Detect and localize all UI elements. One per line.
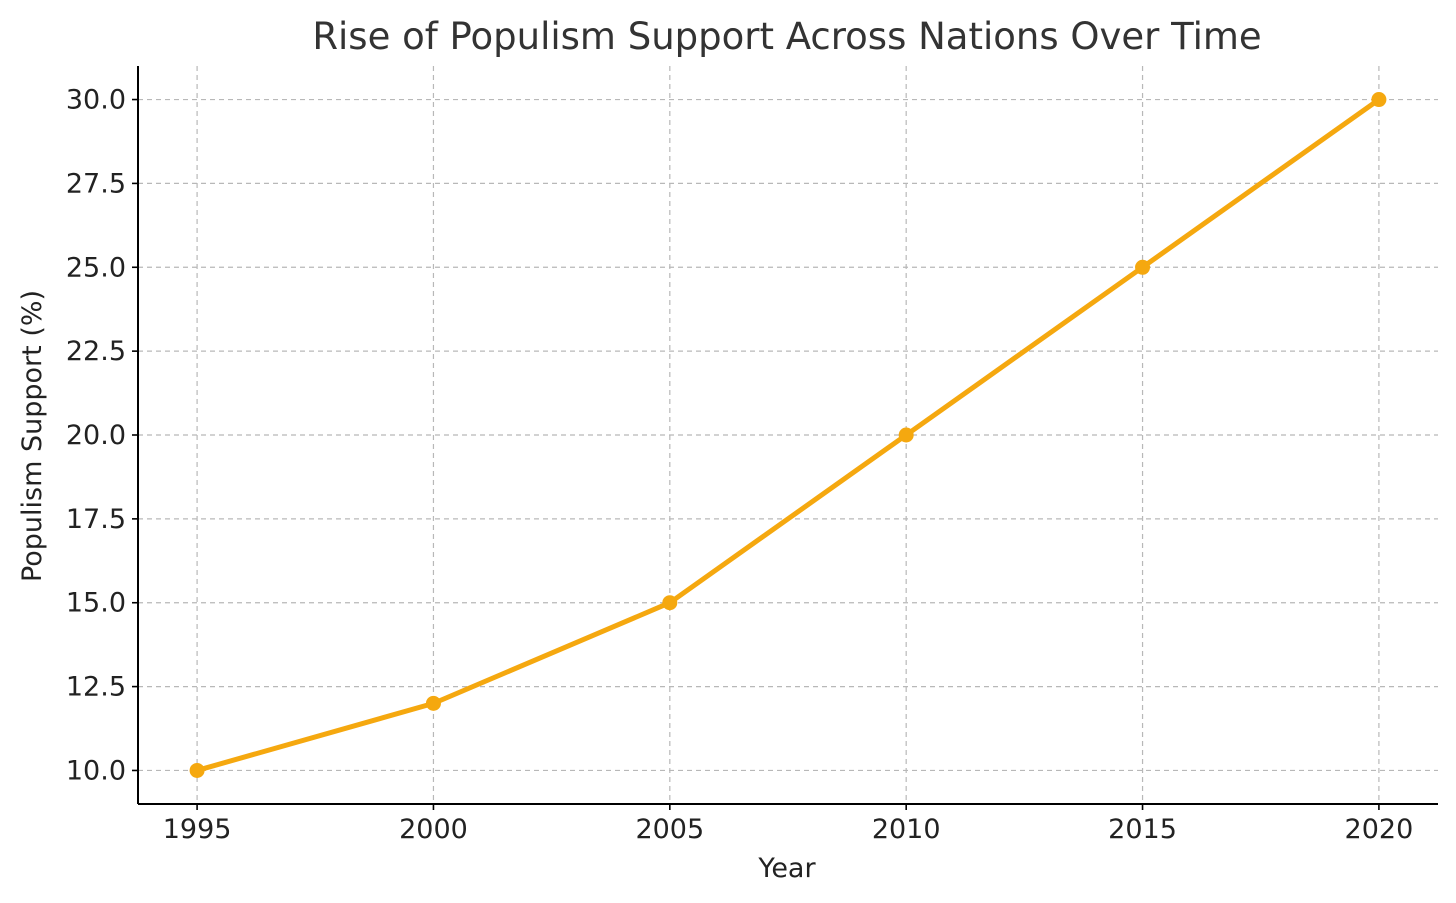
data-point: [1135, 259, 1151, 275]
data-point: [189, 762, 205, 778]
x-axis-ticks: 1995 2000 2005 2010 2015 2020: [163, 804, 1414, 845]
series-line: [194, 97, 1382, 773]
y-tick-label: 12.5: [66, 672, 126, 703]
data-point: [425, 695, 441, 711]
x-tick-label: 2020: [1345, 814, 1414, 845]
y-tick-label: 30.0: [66, 85, 126, 116]
y-tick-label: 10.0: [66, 755, 126, 786]
y-axis-label: Populism Support (%): [17, 290, 48, 582]
x-tick-label: 2010: [872, 814, 941, 845]
y-axis-ticks: 10.0 12.5 15.0 17.5 20.0 22.5 25.0 27.5 30.0: [66, 85, 138, 786]
data-point: [898, 427, 914, 443]
grid: [138, 66, 1438, 804]
x-tick-label: 1995: [163, 814, 232, 845]
y-tick-label: 25.0: [66, 252, 126, 283]
data-point: [1371, 92, 1387, 108]
series-group: [189, 92, 1387, 778]
y-tick-label: 27.5: [66, 168, 126, 199]
y-tick-label: 15.0: [66, 588, 126, 619]
y-tick-label: 22.5: [66, 336, 126, 367]
x-tick-label: 2000: [399, 814, 468, 845]
x-axis-label: Year: [757, 853, 816, 884]
y-tick-label: 20.0: [66, 420, 126, 451]
data-point: [662, 595, 678, 611]
chart-title: Rise of Populism Support Across Nations …: [312, 15, 1261, 58]
y-tick-label: 17.5: [66, 504, 126, 535]
x-tick-label: 2005: [635, 814, 704, 845]
x-tick-label: 2015: [1108, 814, 1177, 845]
